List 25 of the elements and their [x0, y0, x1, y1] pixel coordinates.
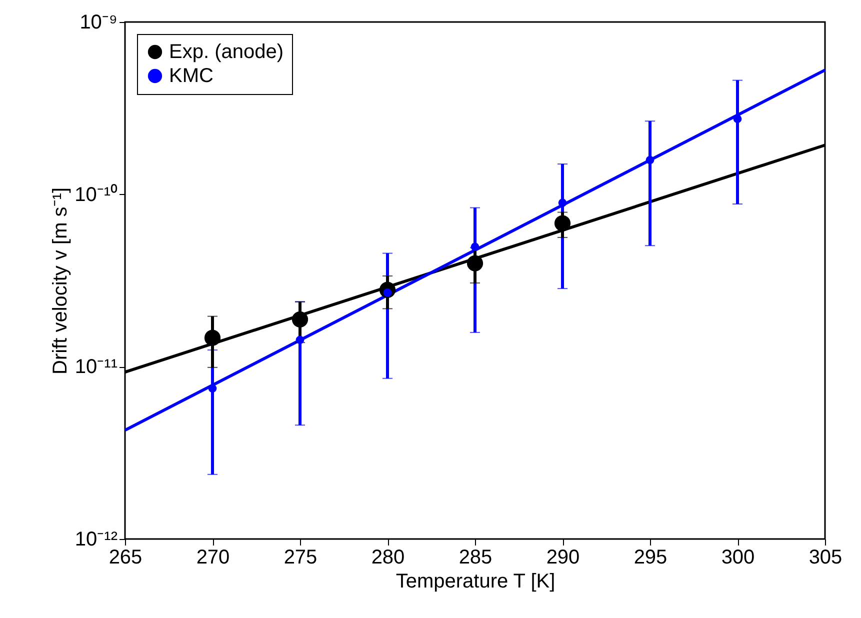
- x-tick-label: 280: [371, 546, 405, 568]
- y-tick-label: 10⁻¹⁰: [74, 182, 118, 206]
- x-tick-label: 295: [634, 546, 668, 568]
- x-tick-label: 275: [284, 546, 318, 568]
- point: [733, 114, 742, 124]
- y-tick-label: 10⁻⁹: [80, 12, 118, 34]
- y-tick-label: 10⁻¹¹: [74, 356, 118, 378]
- point: [558, 198, 567, 207]
- point: [554, 215, 571, 232]
- point: [646, 156, 654, 164]
- point: [470, 242, 480, 251]
- x-tick-label: 285: [458, 546, 492, 568]
- x-axis-title: Temperature T [K]: [396, 570, 556, 592]
- x-tick-label: 300: [721, 546, 755, 568]
- point: [208, 384, 217, 393]
- point: [296, 336, 304, 344]
- point: [292, 311, 308, 328]
- x-tick-label: 270: [196, 546, 230, 568]
- x-tick-label: 290: [546, 546, 580, 568]
- point: [466, 255, 484, 272]
- legend-label: KMC: [169, 65, 214, 87]
- x-tick-label: 305: [808, 546, 842, 568]
- legend-label: Exp. (anode): [169, 41, 284, 63]
- point: [204, 330, 221, 346]
- y-axis-title: Drift velocity v [m s⁻¹]: [50, 187, 72, 375]
